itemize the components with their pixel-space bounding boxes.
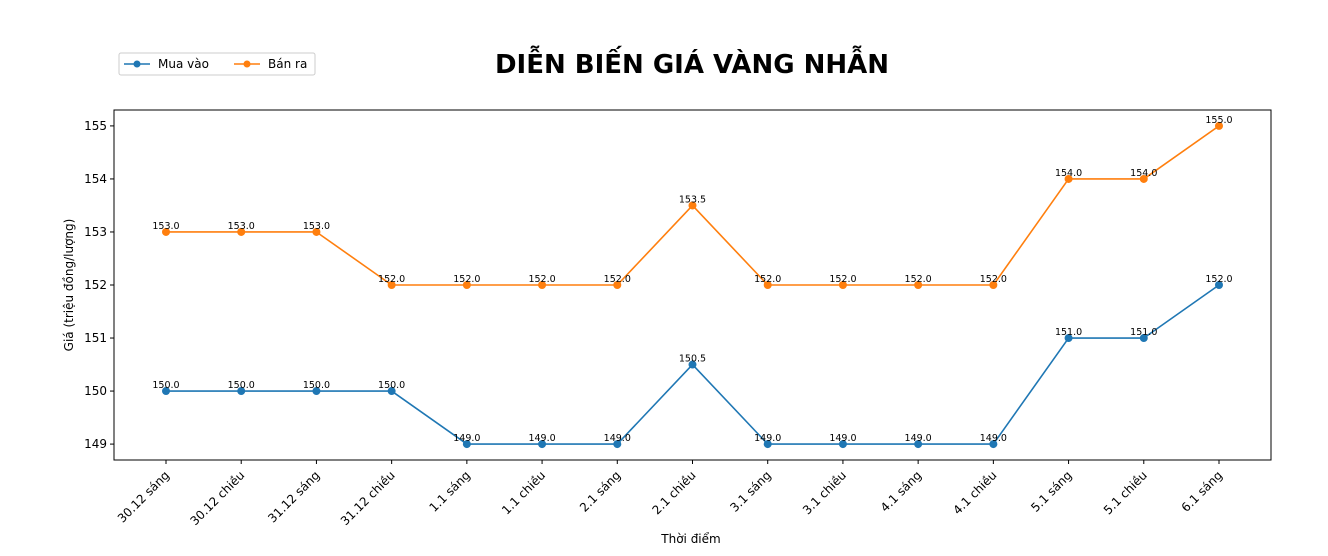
x-tick-label: 3.1 chiều <box>800 468 849 517</box>
data-label: 152.0 <box>1205 274 1232 285</box>
data-label: 153.0 <box>228 221 255 232</box>
data-label: 150.0 <box>303 380 330 391</box>
x-tick-label: 1.1 chiều <box>499 468 548 517</box>
data-label: 149.0 <box>453 433 480 444</box>
x-tick-label: 4.1 sáng <box>878 468 924 514</box>
data-label: 153.0 <box>152 221 179 232</box>
data-label: 149.0 <box>829 433 856 444</box>
x-tick-label: 5.1 chiều <box>1101 468 1150 517</box>
data-point <box>312 227 321 236</box>
legend-label-mua-vao: Mua vào <box>158 57 209 71</box>
data-label: 152.0 <box>604 274 631 285</box>
data-label: 152.0 <box>378 274 405 285</box>
data-label: 152.0 <box>754 274 781 285</box>
y-axis-title: Giá (triệu đồng/lượng) <box>62 219 76 352</box>
data-point <box>989 440 998 449</box>
data-point <box>1139 334 1148 343</box>
y-tick-label: 150 <box>84 384 107 398</box>
data-label: 150.5 <box>679 354 706 365</box>
data-point <box>1215 281 1223 289</box>
data-point <box>613 440 622 449</box>
data-point <box>462 440 471 449</box>
legend-marker-mua-vao <box>133 60 141 68</box>
y-tick-label: 149 <box>84 437 107 451</box>
legend-marker-ban-ra <box>243 60 251 68</box>
data-label: 149.0 <box>604 433 631 444</box>
data-point <box>1139 174 1148 183</box>
data-point <box>162 227 170 236</box>
y-tick-label: 154 <box>84 172 107 186</box>
data-label: 151.0 <box>1130 327 1157 338</box>
data-label: 152.0 <box>980 274 1007 285</box>
x-tick-label: 5.1 sáng <box>1028 468 1074 514</box>
data-point <box>312 387 321 396</box>
data-label: 152.0 <box>829 274 856 285</box>
x-axis: 30.12 sáng 30.12 chiều 31.12 sáng 31.12 chi… <box>115 460 1225 528</box>
data-label: 152.0 <box>528 274 555 285</box>
x-tick-label: 1.1 sáng <box>426 468 472 514</box>
data-label: 155.0 <box>1205 115 1232 126</box>
data-point <box>914 440 923 449</box>
data-label: 149.0 <box>905 433 932 444</box>
data-point <box>538 440 547 449</box>
data-point <box>914 281 923 289</box>
x-tick-label: 6.1 sáng <box>1179 468 1225 514</box>
y-axis: 149 150 151 152 153 154 155 <box>84 119 114 451</box>
data-point <box>462 281 471 289</box>
data-label: 153.0 <box>303 221 330 232</box>
chart-title: DIỄN BIẾN GIÁ VÀNG NHẪN <box>495 44 889 80</box>
data-point <box>162 387 170 396</box>
data-label: 149.0 <box>980 433 1007 444</box>
data-point <box>237 227 246 236</box>
data-point <box>1064 334 1073 343</box>
data-label: 150.0 <box>378 380 405 391</box>
y-tick-label: 153 <box>84 225 107 239</box>
data-point <box>613 281 622 289</box>
plot-frame <box>113 109 1272 461</box>
legend-frame <box>118 52 316 76</box>
data-point <box>387 387 396 396</box>
legend: Mua vào Bán ra <box>118 52 316 76</box>
y-tick-label: 152 <box>84 278 107 292</box>
data-label: 152.0 <box>453 274 480 285</box>
data-point <box>538 281 547 289</box>
data-point <box>237 387 246 396</box>
x-tick-label: 31.12 chiều <box>338 468 398 528</box>
data-point <box>688 360 697 369</box>
data-point <box>763 440 772 449</box>
data-point <box>1064 174 1073 183</box>
data-point <box>838 440 847 449</box>
data-label: 150.0 <box>228 380 255 391</box>
data-point <box>989 281 998 289</box>
data-label: 152.0 <box>905 274 932 285</box>
x-tick-label: 31.12 sáng <box>265 468 322 525</box>
x-tick-label: 30.12 chiều <box>187 468 247 528</box>
data-label: 149.0 <box>528 433 555 444</box>
data-labels: 150.0 150.0 150.0 150.0 149.0 149.0 149.0 150.5… <box>152 115 1232 444</box>
y-tick-label: 155 <box>84 119 107 133</box>
data-label: 153.5 <box>679 194 706 205</box>
x-tick-label: 2.1 sáng <box>577 468 623 514</box>
data-label: 154.0 <box>1130 168 1157 179</box>
x-tick-label: 30.12 sáng <box>115 468 172 525</box>
data-point <box>387 281 396 289</box>
x-tick-label: 2.1 chiều <box>650 468 699 517</box>
x-tick-label: 4.1 chiều <box>950 468 999 517</box>
data-label: 149.0 <box>754 433 781 444</box>
data-label: 154.0 <box>1055 168 1082 179</box>
x-axis-title: Thời điểm <box>660 532 720 546</box>
series-points <box>162 121 1223 449</box>
data-point <box>1215 121 1223 130</box>
data-label: 150.0 <box>152 380 179 391</box>
data-label: 151.0 <box>1055 327 1082 338</box>
legend-label-ban-ra: Bán ra <box>268 57 307 71</box>
y-tick-label: 151 <box>84 331 107 345</box>
data-point <box>688 201 697 210</box>
data-point <box>838 281 847 289</box>
x-tick-label: 3.1 sáng <box>727 468 773 514</box>
data-point <box>763 281 772 289</box>
